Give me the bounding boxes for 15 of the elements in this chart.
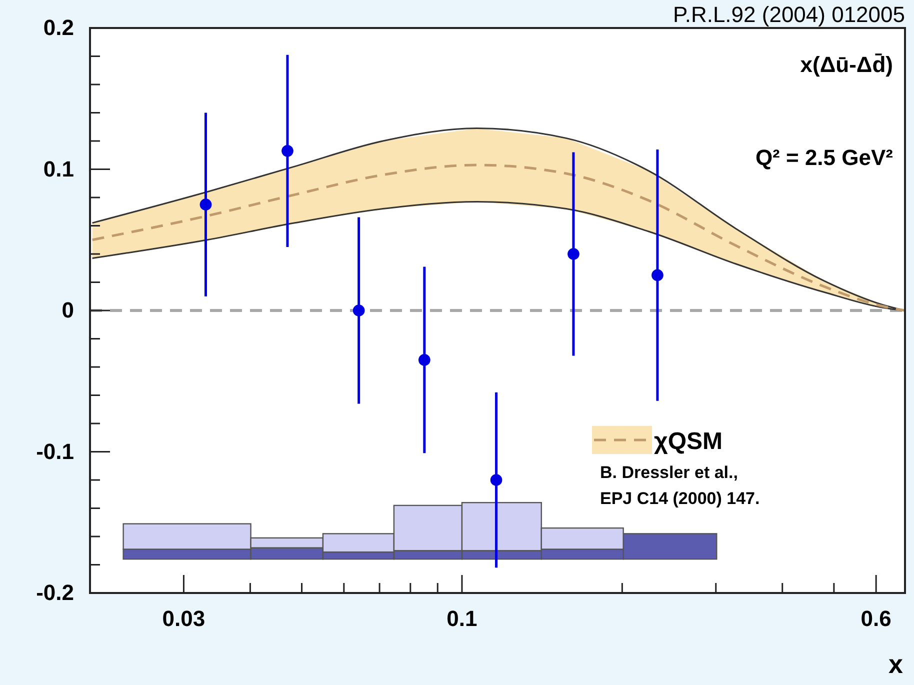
y-tick-label: 0.1 (43, 156, 74, 182)
annotation: x(Δū-Δd̄) (800, 52, 893, 77)
annotation: Q² = 2.5 GeV² (755, 145, 893, 170)
x-tick-label: 0.1 (446, 606, 478, 631)
x-tick-label: 0.6 (860, 606, 892, 631)
y-tick-label: 0 (62, 298, 74, 322)
chart-title: P.R.L.92 (2004) 012005 (673, 2, 905, 27)
x-tick-label: 0.03 (162, 606, 206, 631)
annotation: EPJ C14 (2000) 147. (600, 489, 760, 508)
x-axis-title: x (888, 649, 904, 679)
y-tick-label: -0.1 (36, 438, 74, 464)
y-tick-label: 0.2 (43, 15, 74, 40)
annotation: B. Dressler et al., (600, 463, 738, 482)
legend-label: χQSM (654, 428, 722, 455)
y-tick-label: -0.2 (36, 580, 74, 605)
